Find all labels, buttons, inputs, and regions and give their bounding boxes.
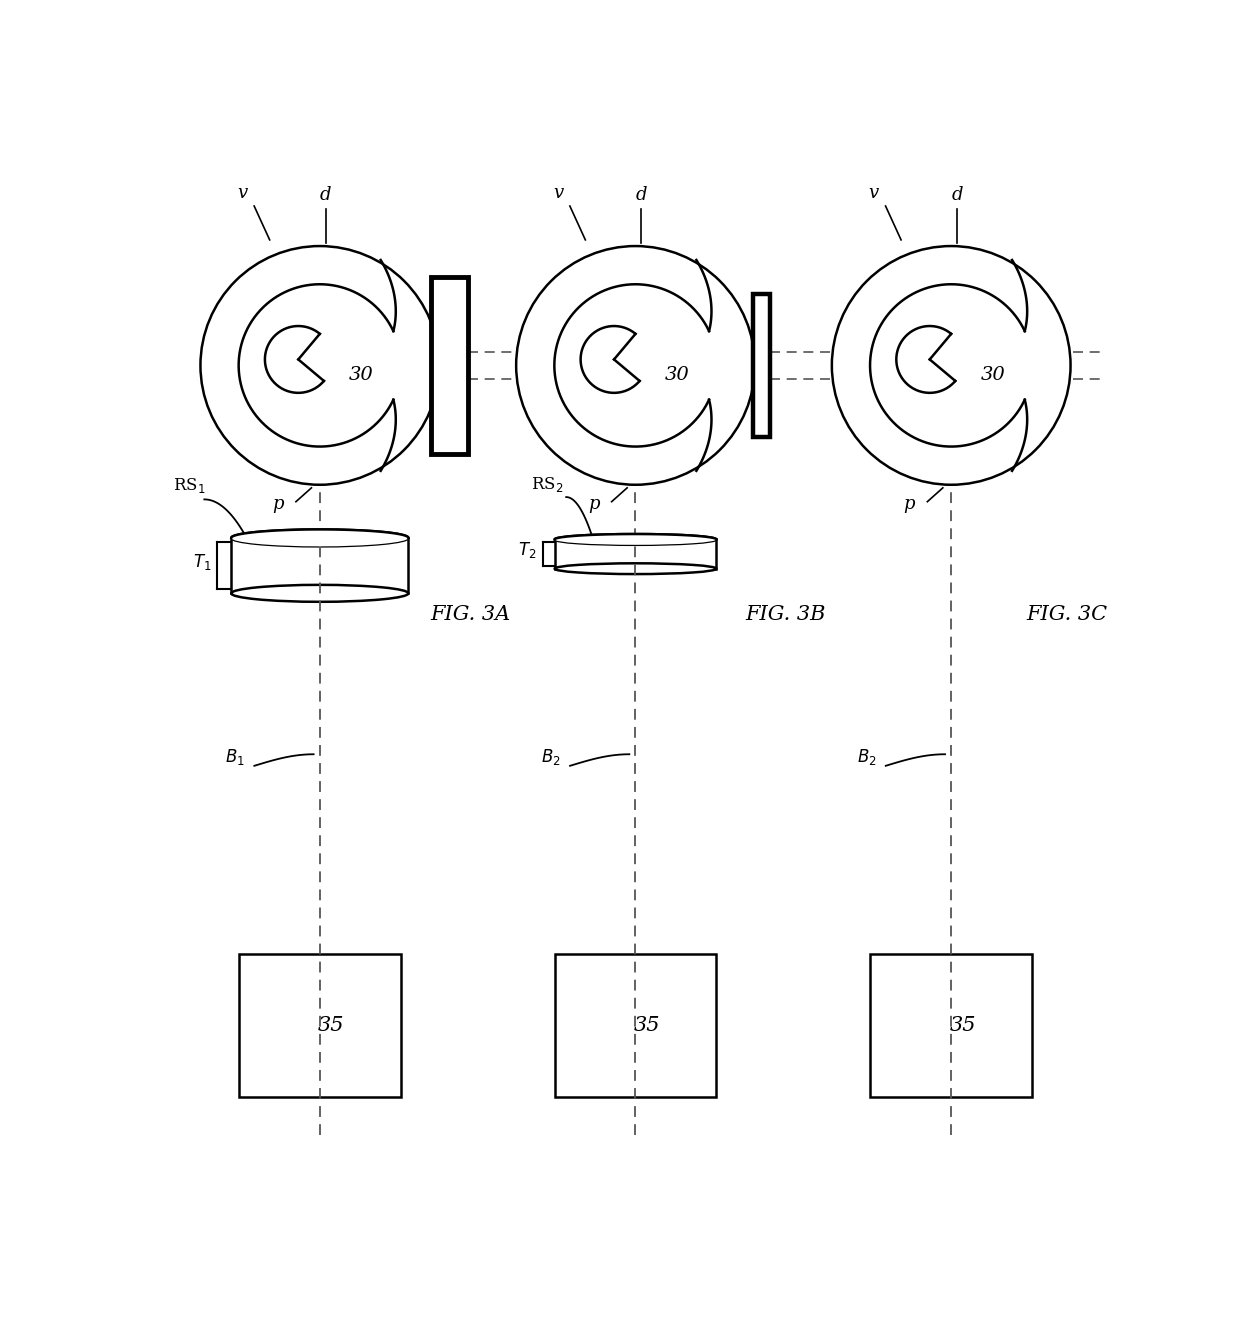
Ellipse shape xyxy=(231,529,408,546)
Bar xyxy=(754,294,770,437)
Text: p: p xyxy=(588,496,599,513)
Text: 35: 35 xyxy=(319,1016,345,1035)
Text: $T_1$: $T_1$ xyxy=(192,551,211,571)
Text: 30: 30 xyxy=(981,365,1006,384)
Ellipse shape xyxy=(554,534,717,545)
Text: v: v xyxy=(553,185,563,202)
Text: FIG. 3C: FIG. 3C xyxy=(1027,604,1107,624)
Text: 35: 35 xyxy=(634,1016,660,1035)
Text: $T_2$: $T_2$ xyxy=(518,541,537,561)
Bar xyxy=(554,955,717,1097)
Text: p: p xyxy=(904,496,915,513)
Text: FIG. 3A: FIG. 3A xyxy=(430,604,510,624)
Text: $B_2$: $B_2$ xyxy=(541,747,560,766)
Text: $B_1$: $B_1$ xyxy=(226,747,246,766)
Text: 35: 35 xyxy=(950,1016,976,1035)
Text: $B_2$: $B_2$ xyxy=(857,747,877,766)
Text: RS$_1$: RS$_1$ xyxy=(172,476,205,495)
Text: 30: 30 xyxy=(665,365,689,384)
Text: d: d xyxy=(636,186,647,204)
Text: d: d xyxy=(320,186,331,204)
Bar xyxy=(870,955,1032,1097)
Bar xyxy=(239,955,401,1097)
Text: RS$_2$: RS$_2$ xyxy=(531,475,563,495)
Text: p: p xyxy=(273,496,284,513)
Text: FIG. 3B: FIG. 3B xyxy=(745,604,826,624)
Text: d: d xyxy=(951,186,963,204)
Text: v: v xyxy=(868,185,879,202)
Text: 30: 30 xyxy=(350,365,374,384)
Text: v: v xyxy=(237,185,247,202)
Bar xyxy=(432,277,469,454)
